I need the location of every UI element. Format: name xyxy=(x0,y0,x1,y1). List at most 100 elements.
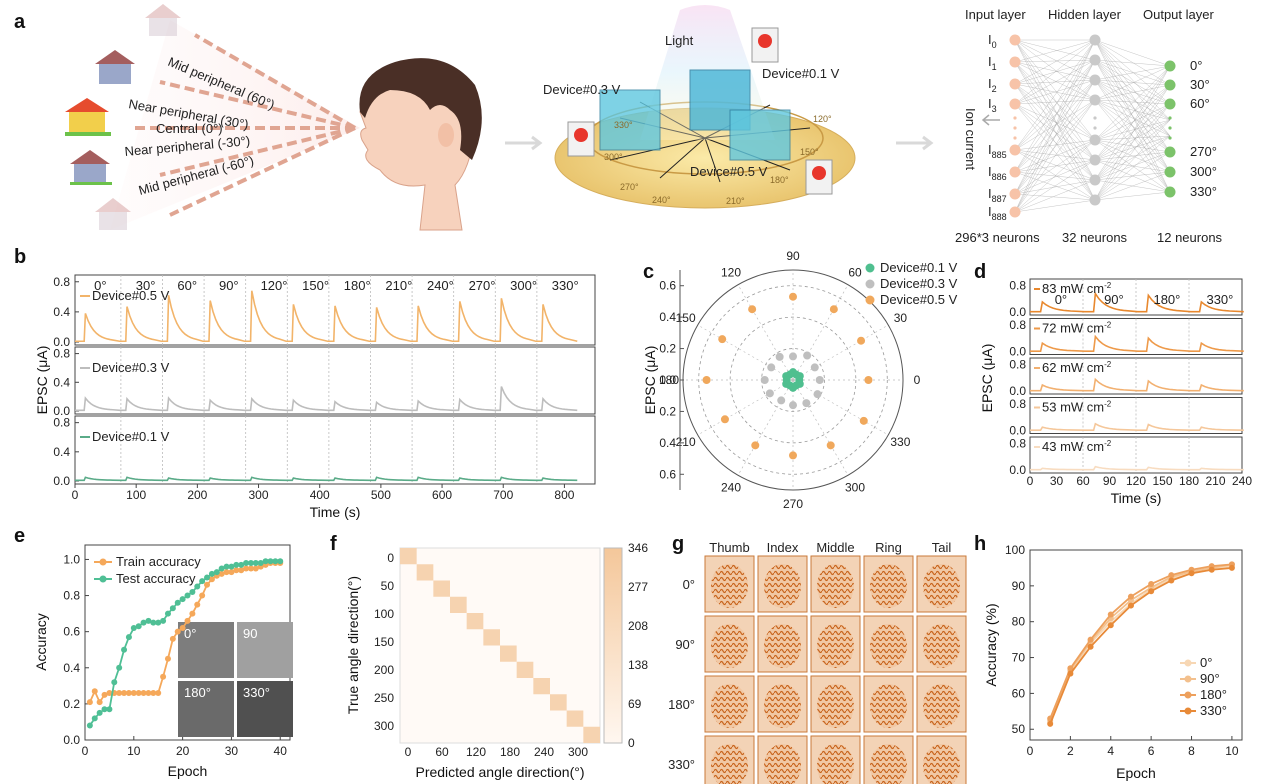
vision-fan xyxy=(110,20,360,230)
data-point xyxy=(826,441,835,450)
input-subscript: 1 xyxy=(992,62,997,72)
intensity-label: 53 mW cm-2 xyxy=(1042,400,1112,415)
fingerprint-image xyxy=(923,684,960,728)
y-tick-label: 0.0 xyxy=(1009,305,1026,319)
x-tick-label: 60 xyxy=(1076,474,1090,488)
panel-label-h: h xyxy=(974,533,986,555)
arrow-left-icon xyxy=(981,114,1000,126)
y-tick-label: 0.8 xyxy=(1009,278,1026,292)
colorbar xyxy=(603,547,623,744)
connection xyxy=(1014,59,1096,105)
hidden-neuron xyxy=(1089,74,1101,86)
data-point xyxy=(91,688,98,695)
radial-tick-label: 0.6 xyxy=(659,467,676,481)
subplot-frame xyxy=(74,274,596,346)
connection xyxy=(1014,103,1096,141)
x-tick-label: 10 xyxy=(1225,744,1239,758)
connection xyxy=(1094,84,1171,101)
flow-arrows xyxy=(505,135,934,151)
data-point xyxy=(1067,670,1074,677)
data-point xyxy=(1107,622,1114,629)
input-subscript: 886 xyxy=(992,172,1007,182)
connection xyxy=(1094,84,1171,141)
heatmap-cell xyxy=(483,629,500,646)
connection xyxy=(1014,39,1096,201)
connection xyxy=(1094,65,1171,201)
connection xyxy=(1094,151,1171,161)
input-neuron xyxy=(1009,188,1021,200)
data-point xyxy=(121,690,128,697)
angle-label: 180° xyxy=(1153,292,1180,307)
legend-label: Device#0.5 V xyxy=(880,292,958,307)
connection xyxy=(1014,61,1096,181)
panel-label-b: b xyxy=(14,246,26,268)
output-label: 270° xyxy=(1190,144,1217,159)
connection xyxy=(1014,159,1096,213)
panel-a-vision: Mid peripheral (60°) Near peripheral (30… xyxy=(65,4,934,231)
angle-tick-label: 120 xyxy=(721,266,741,280)
x-tick-label: 90 xyxy=(1103,474,1117,488)
input-neuron xyxy=(1009,98,1021,110)
connection xyxy=(1014,39,1096,81)
data-point xyxy=(247,565,254,572)
y-tick-label: 200 xyxy=(374,663,394,677)
angle-tick-label: 240 xyxy=(721,480,741,494)
house-icon xyxy=(65,98,111,136)
legend-label: Device#0.5 V xyxy=(92,288,170,303)
hidden-neuron xyxy=(1089,194,1101,206)
data-point xyxy=(86,722,93,729)
row-angle-label: 180° xyxy=(668,697,695,712)
connection xyxy=(1014,59,1096,63)
x-tick-label: 800 xyxy=(554,488,574,502)
colorbar-tick-label: 277 xyxy=(628,580,648,594)
legend-label: 180° xyxy=(1200,687,1227,702)
connection xyxy=(1014,193,1096,201)
series-line xyxy=(1049,563,1233,721)
data-point xyxy=(277,558,284,565)
data-point xyxy=(748,305,757,314)
data-point xyxy=(223,563,230,570)
hidden-neuron xyxy=(1089,54,1101,66)
x-axis-title: Time (s) xyxy=(1111,490,1162,506)
data-point xyxy=(174,628,181,635)
data-point xyxy=(243,565,250,572)
connection xyxy=(1014,149,1096,161)
input-label: I3 xyxy=(988,96,997,114)
trace-line xyxy=(75,386,578,412)
input-label: I1 xyxy=(988,54,997,72)
panel-label-g: g xyxy=(672,533,684,555)
colorbar-tick-label: 208 xyxy=(628,619,648,633)
svg-text:330°: 330° xyxy=(614,120,633,130)
data-point xyxy=(702,376,711,384)
angle-label: 270° xyxy=(469,278,496,293)
panel-labels: a b c d e f g h xyxy=(14,11,986,555)
heatmap-cell xyxy=(533,678,550,695)
y-axis-title: EPSC (μA) xyxy=(34,346,50,415)
plot-frame xyxy=(1029,549,1243,741)
input-neuron xyxy=(1009,34,1021,46)
x-axis-title: Predicted angle direction(°) xyxy=(415,764,584,780)
angle-label: 150° xyxy=(302,278,329,293)
radial-tick-label: 0.2 xyxy=(659,342,676,356)
data-point xyxy=(813,390,822,399)
output-label: 60° xyxy=(1190,96,1210,111)
data-point xyxy=(150,690,157,697)
ring-ticks: 330° 300° 270° 240° 210° 180° 150° 120° xyxy=(604,114,832,206)
legend-marker xyxy=(1184,707,1192,715)
data-point xyxy=(169,605,176,612)
data-point xyxy=(1127,593,1134,600)
connection xyxy=(1094,191,1171,201)
data-point xyxy=(199,592,206,599)
intensity-label: 62 mW cm-2 xyxy=(1042,360,1112,375)
input-neuron xyxy=(1009,78,1021,90)
x-tick-label: 20 xyxy=(176,744,190,758)
panel-a-network: Input layer Hidden layer Output layer I0… xyxy=(955,7,1223,245)
y-axis-title: Accuracy (%) xyxy=(983,603,999,686)
input-label: I2 xyxy=(988,76,997,94)
data-point xyxy=(1168,572,1175,579)
panel-label-f: f xyxy=(330,533,337,555)
inset-label: 330° xyxy=(243,685,270,700)
heatmap-cell xyxy=(466,613,484,630)
angle-label: 90° xyxy=(219,278,239,293)
